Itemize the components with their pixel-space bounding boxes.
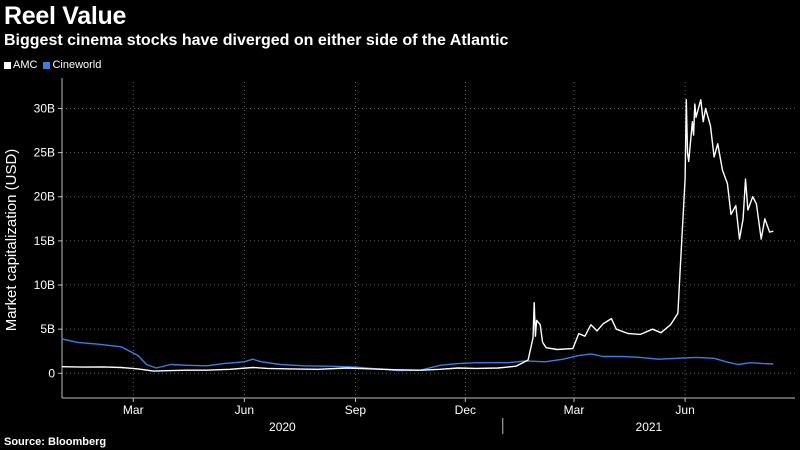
source-note: Source: Bloomberg — [4, 436, 107, 448]
legend-label-cineworld: Cineworld — [52, 59, 102, 71]
legend-item-amc: AMC — [4, 59, 37, 71]
series-line-cineworld — [61, 338, 774, 372]
x-year-label: 2020 — [269, 420, 296, 434]
y-tick-label: 30B — [34, 101, 55, 115]
legend-item-cineworld: Cineworld — [43, 59, 101, 71]
x-tick-label: Dec — [455, 403, 476, 417]
y-tick-label: 25B — [34, 146, 55, 160]
chart-subtitle: Biggest cinema stocks have diverged on e… — [4, 32, 509, 49]
series-line-amc — [61, 99, 774, 372]
x-tick-label: Mar — [123, 403, 144, 417]
y-tick-label: 10B — [34, 278, 55, 292]
grid-layer — [62, 82, 795, 398]
axis-layer: 0 5B 10B 15B 20B 25B 30B Mar Jun Sep Dec Mar Jun 2020… — [34, 78, 795, 434]
chart-title: Reel Value — [4, 2, 127, 30]
series-layer — [61, 99, 774, 372]
legend: AMC Cineworld — [4, 59, 101, 71]
x-tick-label: Mar — [564, 403, 585, 417]
y-tick-label: 20B — [34, 190, 55, 204]
y-tick-label: 15B — [34, 234, 55, 248]
legend-swatch-cineworld — [43, 61, 51, 69]
x-tick-label: Jun — [235, 403, 254, 417]
legend-swatch-amc — [4, 61, 11, 69]
y-tick-label: 0 — [48, 366, 55, 380]
x-year-label: 2021 — [636, 420, 663, 434]
legend-label-amc: AMC — [13, 59, 38, 71]
y-axis-label: Market capitalization (USD) — [3, 149, 20, 332]
x-tick-label: Sep — [345, 403, 367, 417]
x-tick-label: Jun — [675, 403, 694, 417]
y-tick-label: 5B — [40, 322, 55, 336]
